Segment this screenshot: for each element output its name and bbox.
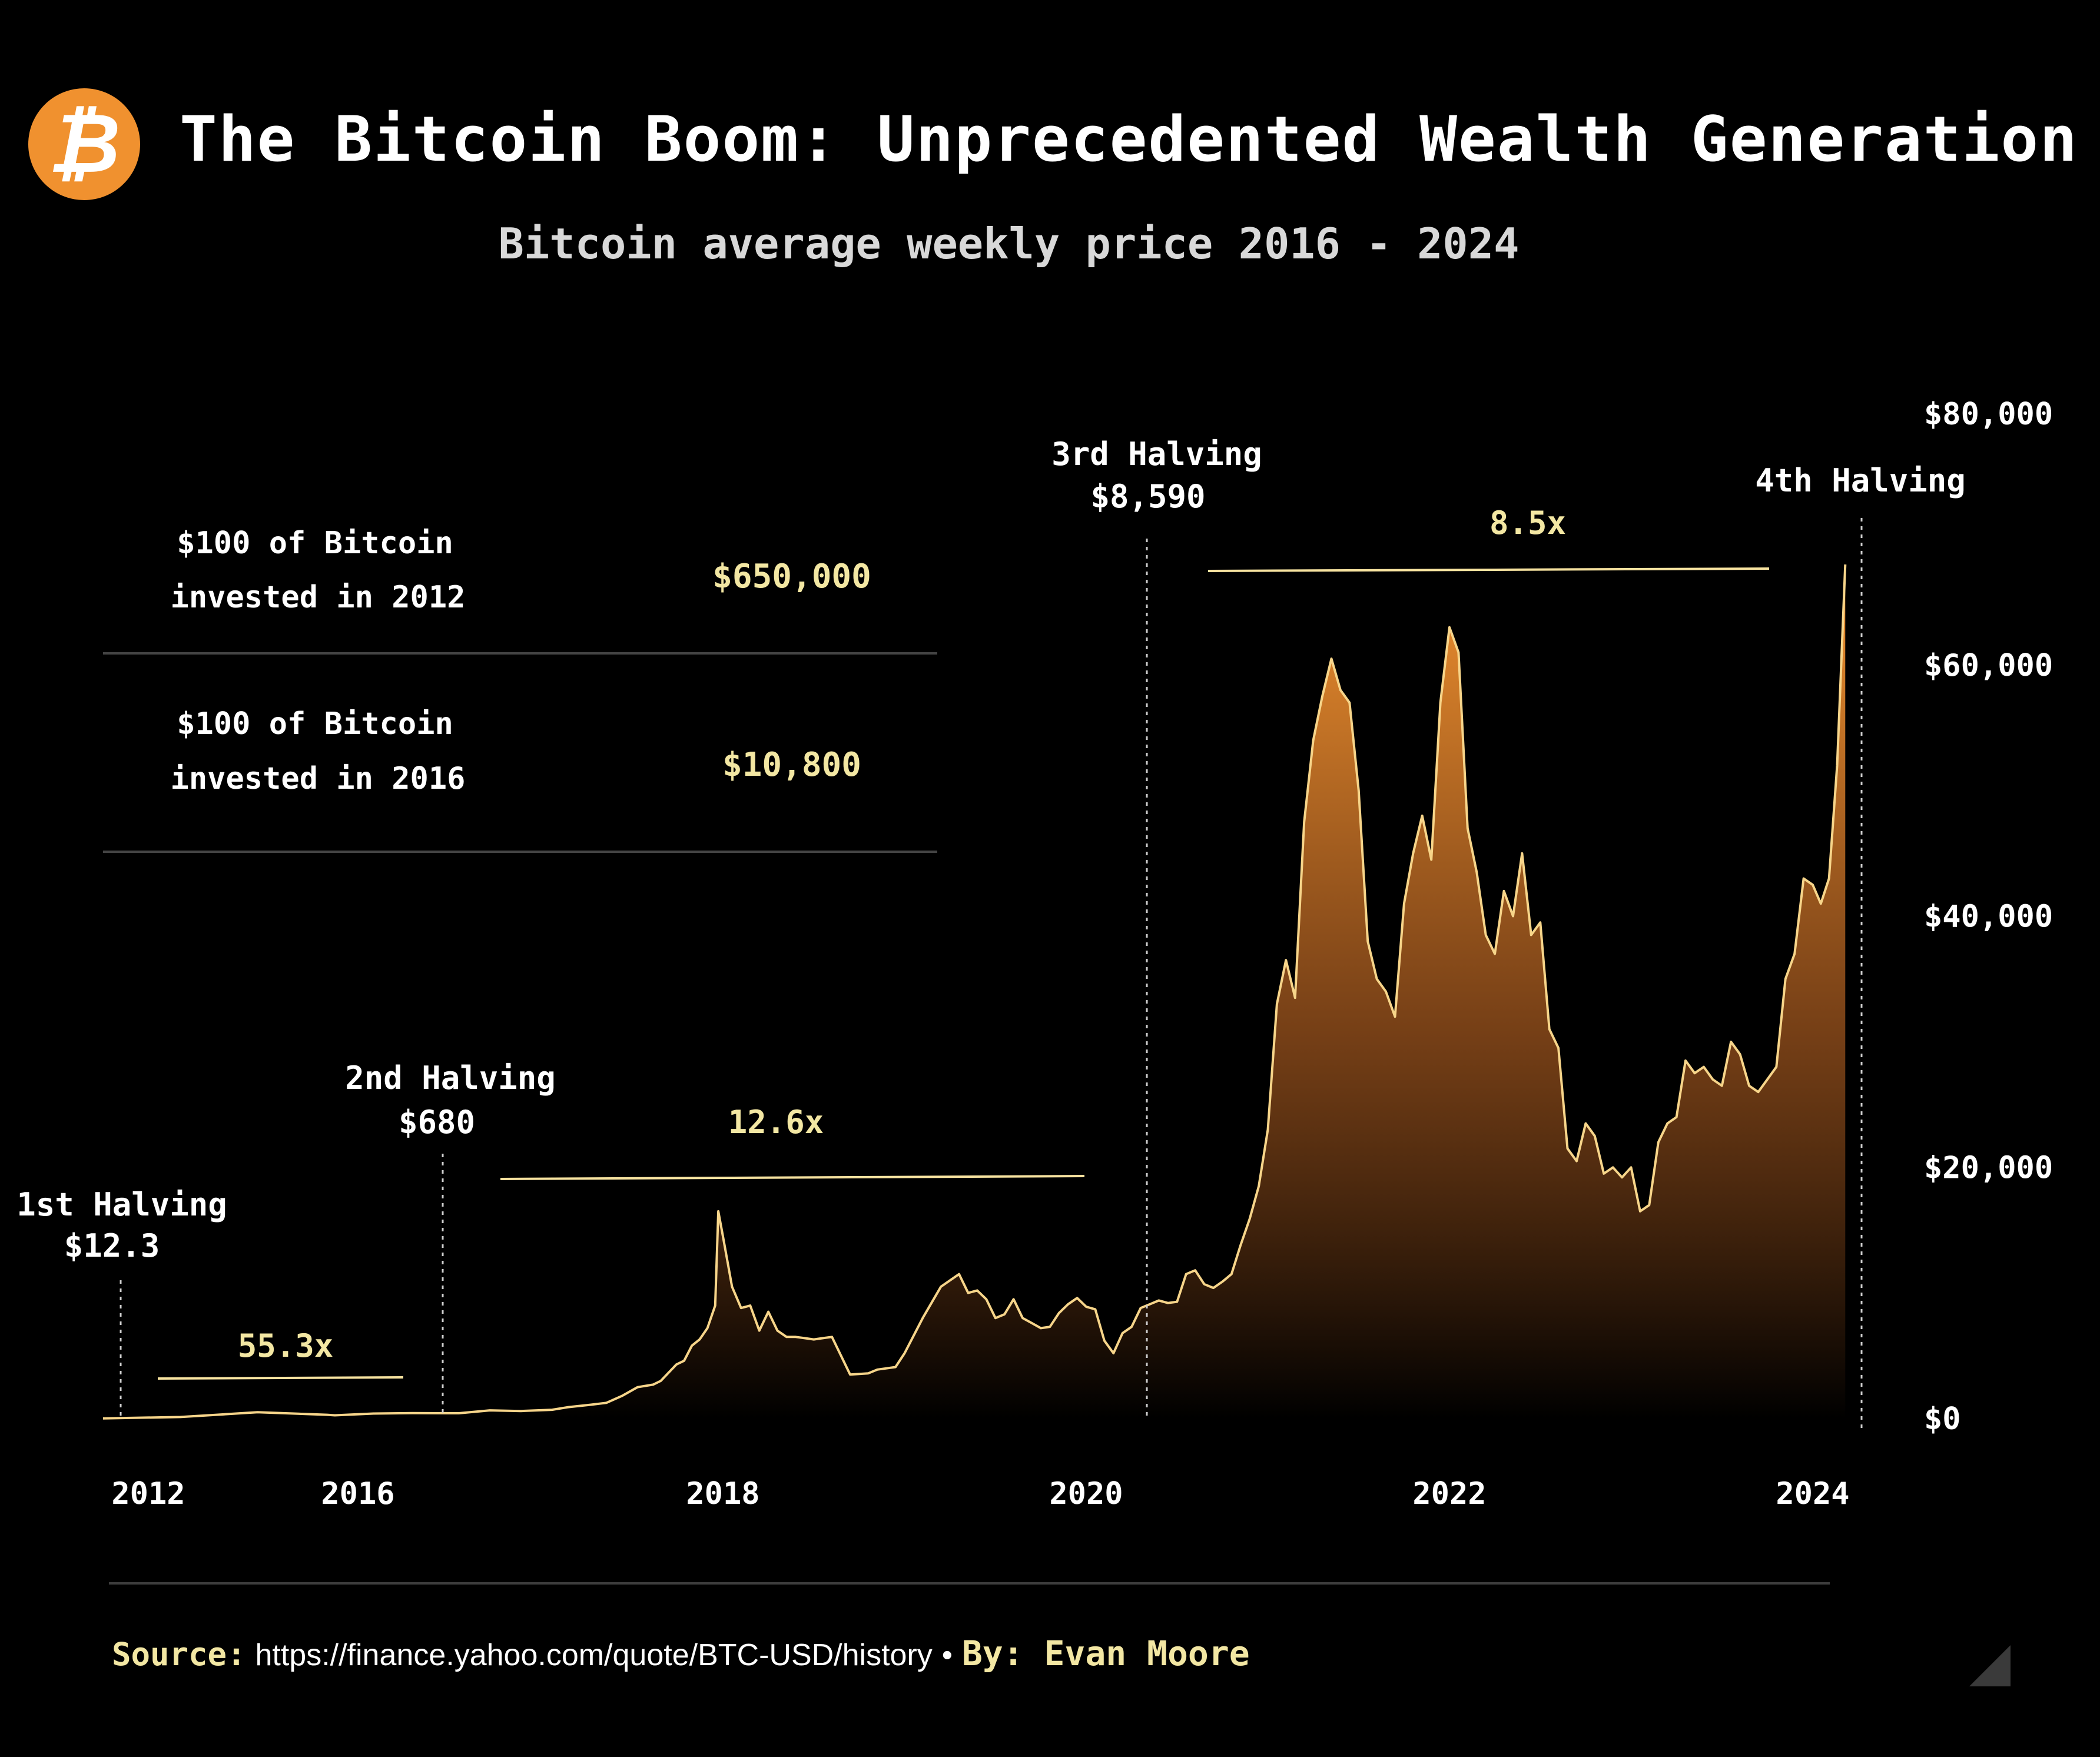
invest-row-1-line2: invested in 2012 xyxy=(171,580,466,615)
page-title: The Bitcoin Boom: Unprecedented Wealth G… xyxy=(180,103,2079,175)
price-line xyxy=(102,564,1847,1420)
y-axis: $0 $20,000 $40,000 $60,000 $80,000 xyxy=(1924,397,2053,1437)
x-axis: 2012 2016 2018 2020 2022 2024 xyxy=(111,1476,1849,1512)
y-tick-label: $60,000 xyxy=(1924,648,2053,683)
bitcoin-logo-icon: ₿ xyxy=(28,88,140,200)
halving-2-price: $680 xyxy=(399,1104,475,1141)
halving-1-price: $12.3 xyxy=(64,1227,160,1264)
source-separator: • xyxy=(941,1638,953,1672)
corner-triangle-icon xyxy=(1969,1645,2011,1686)
halving-1-label: 1st Halving xyxy=(16,1186,227,1223)
halving-3-label: 3rd Halving xyxy=(1051,436,1262,473)
halving-markers: 1st Halving $12.3 2nd Halving $680 3rd H… xyxy=(16,436,1966,1430)
x-tick-label: 2012 xyxy=(111,1476,185,1512)
bitcoin-glyph: ₿ xyxy=(48,96,121,192)
x-tick-label: 2018 xyxy=(686,1476,759,1512)
multiplier-2-line xyxy=(500,1175,1085,1180)
multiplier-2-label: 12.6x xyxy=(728,1104,824,1141)
multiplier-3-line xyxy=(1207,567,1770,572)
y-tick-label: $20,000 xyxy=(1924,1150,2053,1185)
source-line: Source: https://finance.yahoo.com/quote/… xyxy=(112,1633,1250,1673)
y-tick-label: $80,000 xyxy=(1924,397,2053,432)
x-tick-label: 2020 xyxy=(1049,1476,1123,1512)
halving-2-label: 2nd Halving xyxy=(345,1059,556,1097)
invest-row-2-line2: invested in 2016 xyxy=(171,761,466,796)
multiplier-3-label: 8.5x xyxy=(1489,504,1566,542)
author-credit: By: Evan Moore xyxy=(961,1633,1250,1673)
invest-row-2-value: $10,800 xyxy=(722,746,861,784)
price-area xyxy=(103,564,1846,1419)
x-tick-label: 2024 xyxy=(1776,1476,1849,1512)
source-label: Source: xyxy=(112,1636,246,1673)
y-tick-label: $40,000 xyxy=(1924,899,2053,935)
y-tick-label: $0 xyxy=(1924,1401,1961,1437)
invest-row-1-line1: $100 of Bitcoin xyxy=(177,526,453,561)
halving-3-price: $8,590 xyxy=(1090,478,1205,515)
halving-4-label: 4th Halving xyxy=(1755,462,1966,499)
investment-table: $100 of Bitcoin invested in 2012 $650,00… xyxy=(103,526,937,853)
invest-row-2-line1: $100 of Bitcoin xyxy=(177,706,453,742)
source-link[interactable]: https://finance.yahoo.com/quote/BTC-USD/… xyxy=(255,1638,933,1672)
invest-row-1-value: $650,000 xyxy=(712,557,871,596)
plot-area xyxy=(102,564,1847,1420)
multiplier-1-line xyxy=(157,1376,404,1380)
x-tick-label: 2022 xyxy=(1412,1476,1486,1512)
multiplier-1-label: 55.3x xyxy=(238,1327,334,1364)
page-subtitle: Bitcoin average weekly price 2016 - 2024 xyxy=(498,219,1520,268)
multiplier-spans: 55.3x 12.6x 8.5x xyxy=(157,504,1770,1380)
x-tick-label: 2016 xyxy=(321,1476,394,1512)
